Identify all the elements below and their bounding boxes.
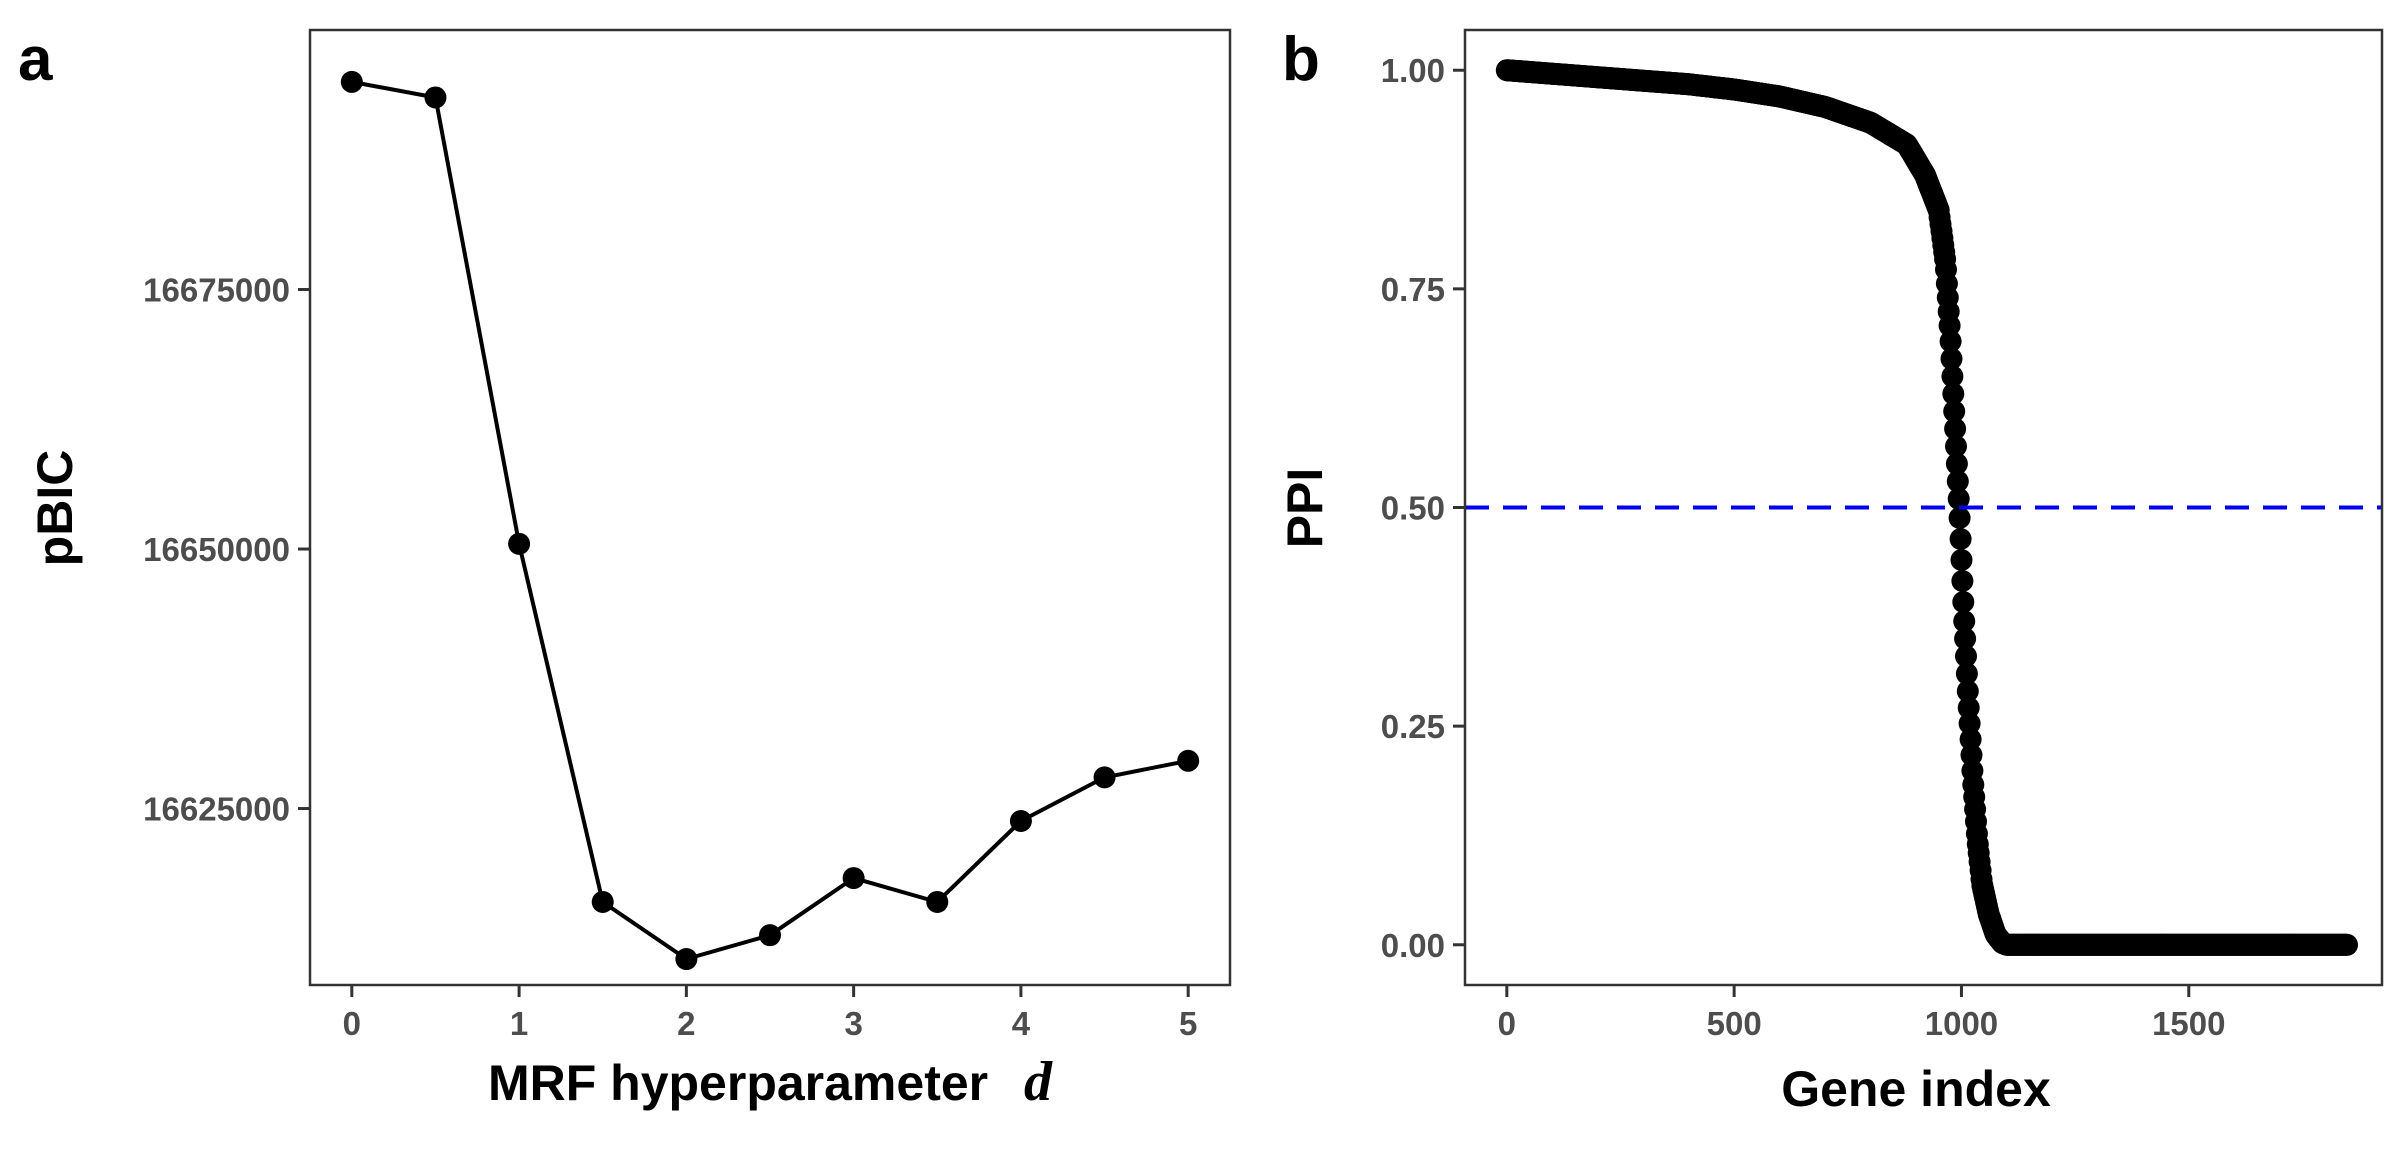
panel-b: b 0 500 1000 1500 0.00 0.25 0.50 0.75 1.00 Gene…	[1277, 25, 2384, 1117]
ppi-data-point	[1951, 570, 1974, 592]
ppi-data-point	[1960, 744, 1983, 766]
ppi-data-point	[1941, 365, 1964, 388]
ppi-data-point	[1944, 417, 1967, 440]
panel-a-y-tick-label: 16650000	[143, 531, 290, 568]
ppi-data-point	[1955, 662, 1978, 685]
ppi-data-point	[1939, 330, 1962, 353]
ppi-data-point	[1948, 507, 1971, 529]
panel-a-y-tick-label: 16675000	[143, 272, 290, 309]
pbic-data-point	[926, 890, 949, 913]
pbic-data-point	[591, 890, 614, 913]
ppi-data-point	[1954, 627, 1977, 650]
ppi-data-point	[1946, 470, 1969, 493]
panel-b-x-tick-label: 1500	[2152, 1005, 2225, 1042]
ppi-data-point	[1953, 610, 1976, 633]
ppi-data-point	[1940, 347, 1963, 370]
ppi-data-point	[1952, 591, 1975, 613]
panel-b-y-axis-title: PPI	[1277, 468, 1333, 549]
panel-a-x-axis-title-text: MRF hyperparameter	[488, 1055, 988, 1111]
panel-a-y-axis-title: pBIC	[27, 450, 83, 567]
panel-a-x-tick-label: 4	[1012, 1005, 1031, 1042]
pbic-data-point	[675, 948, 698, 971]
ppi-data-point	[1959, 728, 1982, 751]
ppi-data-point	[1945, 452, 1968, 475]
panel-b-data-layer	[1465, 59, 2382, 956]
ppi-data-point	[1957, 696, 1980, 719]
panel-b-x-tick-label: 500	[1707, 1005, 1762, 1042]
panel-a-letter: a	[18, 25, 53, 94]
panel-b-letter: b	[1282, 25, 1320, 94]
panel-a-x-axis-title: MRF hyperparameter d	[488, 1051, 1053, 1113]
panel-a-x-axis: 0 1 2 3 4 5	[343, 985, 1197, 1042]
panel-a-x-tick-label: 0	[343, 1005, 361, 1042]
panel-a-x-tick-label: 1	[510, 1005, 528, 1042]
ppi-data-point	[1942, 382, 1965, 405]
panel-b-x-axis: 0 500 1000 1500	[1498, 985, 2225, 1042]
panel-b-y-tick-label: 0.50	[1381, 490, 1445, 527]
pbic-data-point	[842, 867, 865, 890]
panel-b-y-axis: 0.00 0.25 0.50 0.75 1.00	[1381, 52, 1465, 964]
ppi-data-point	[1949, 528, 1972, 550]
pbic-data-point	[1177, 749, 1200, 772]
panel-a-x-tick-label: 3	[844, 1005, 862, 1042]
ppi-data-point	[1958, 712, 1981, 735]
panel-b-y-tick-label: 0.00	[1381, 927, 1445, 964]
pbic-series-line	[351, 79, 1189, 961]
panel-b-x-axis-title: Gene index	[1781, 1061, 2051, 1117]
panel-a-data-layer	[340, 70, 1200, 971]
panel-b-x-tick-label: 0	[1498, 1005, 1516, 1042]
panel-b-y-tick-label: 0.25	[1381, 708, 1445, 745]
pbic-data-point	[424, 86, 447, 109]
panel-a-x-tick-label: 5	[1179, 1005, 1197, 1042]
pbic-data-point	[340, 70, 363, 93]
pbic-data-point	[1009, 809, 1032, 832]
pbic-data-point	[1093, 766, 1116, 789]
ppi-data-point	[1950, 549, 1973, 571]
panel-a: a 0 1 2 3 4 5 16625000 16650000 16675000 MRF hy…	[18, 25, 1232, 1113]
ppi-data-point	[1943, 400, 1966, 423]
panel-b-y-tick-label: 0.75	[1381, 271, 1445, 308]
ppi-data-point	[1956, 680, 1979, 703]
ppi-data-point	[1955, 645, 1977, 668]
panel-a-y-axis: 16625000 16650000 16675000	[143, 272, 310, 828]
panel-b-x-tick-label: 1000	[1925, 1005, 1998, 1042]
panel-a-x-axis-title-variable: d	[1024, 1051, 1053, 1113]
ppi-data-point	[1945, 435, 1967, 458]
panel-a-x-tick-label: 2	[677, 1005, 695, 1042]
panel-a-plot-frame	[308, 28, 1232, 987]
panel-a-y-tick-label: 16625000	[143, 791, 290, 828]
ppi-data-point	[2336, 933, 2358, 956]
ppi-data-point	[1947, 487, 1970, 510]
ppi-data-point	[1938, 314, 1961, 337]
panel-b-y-tick-label: 1.00	[1381, 52, 1445, 89]
pbic-data-point	[759, 924, 781, 947]
pbic-data-point	[508, 532, 531, 555]
